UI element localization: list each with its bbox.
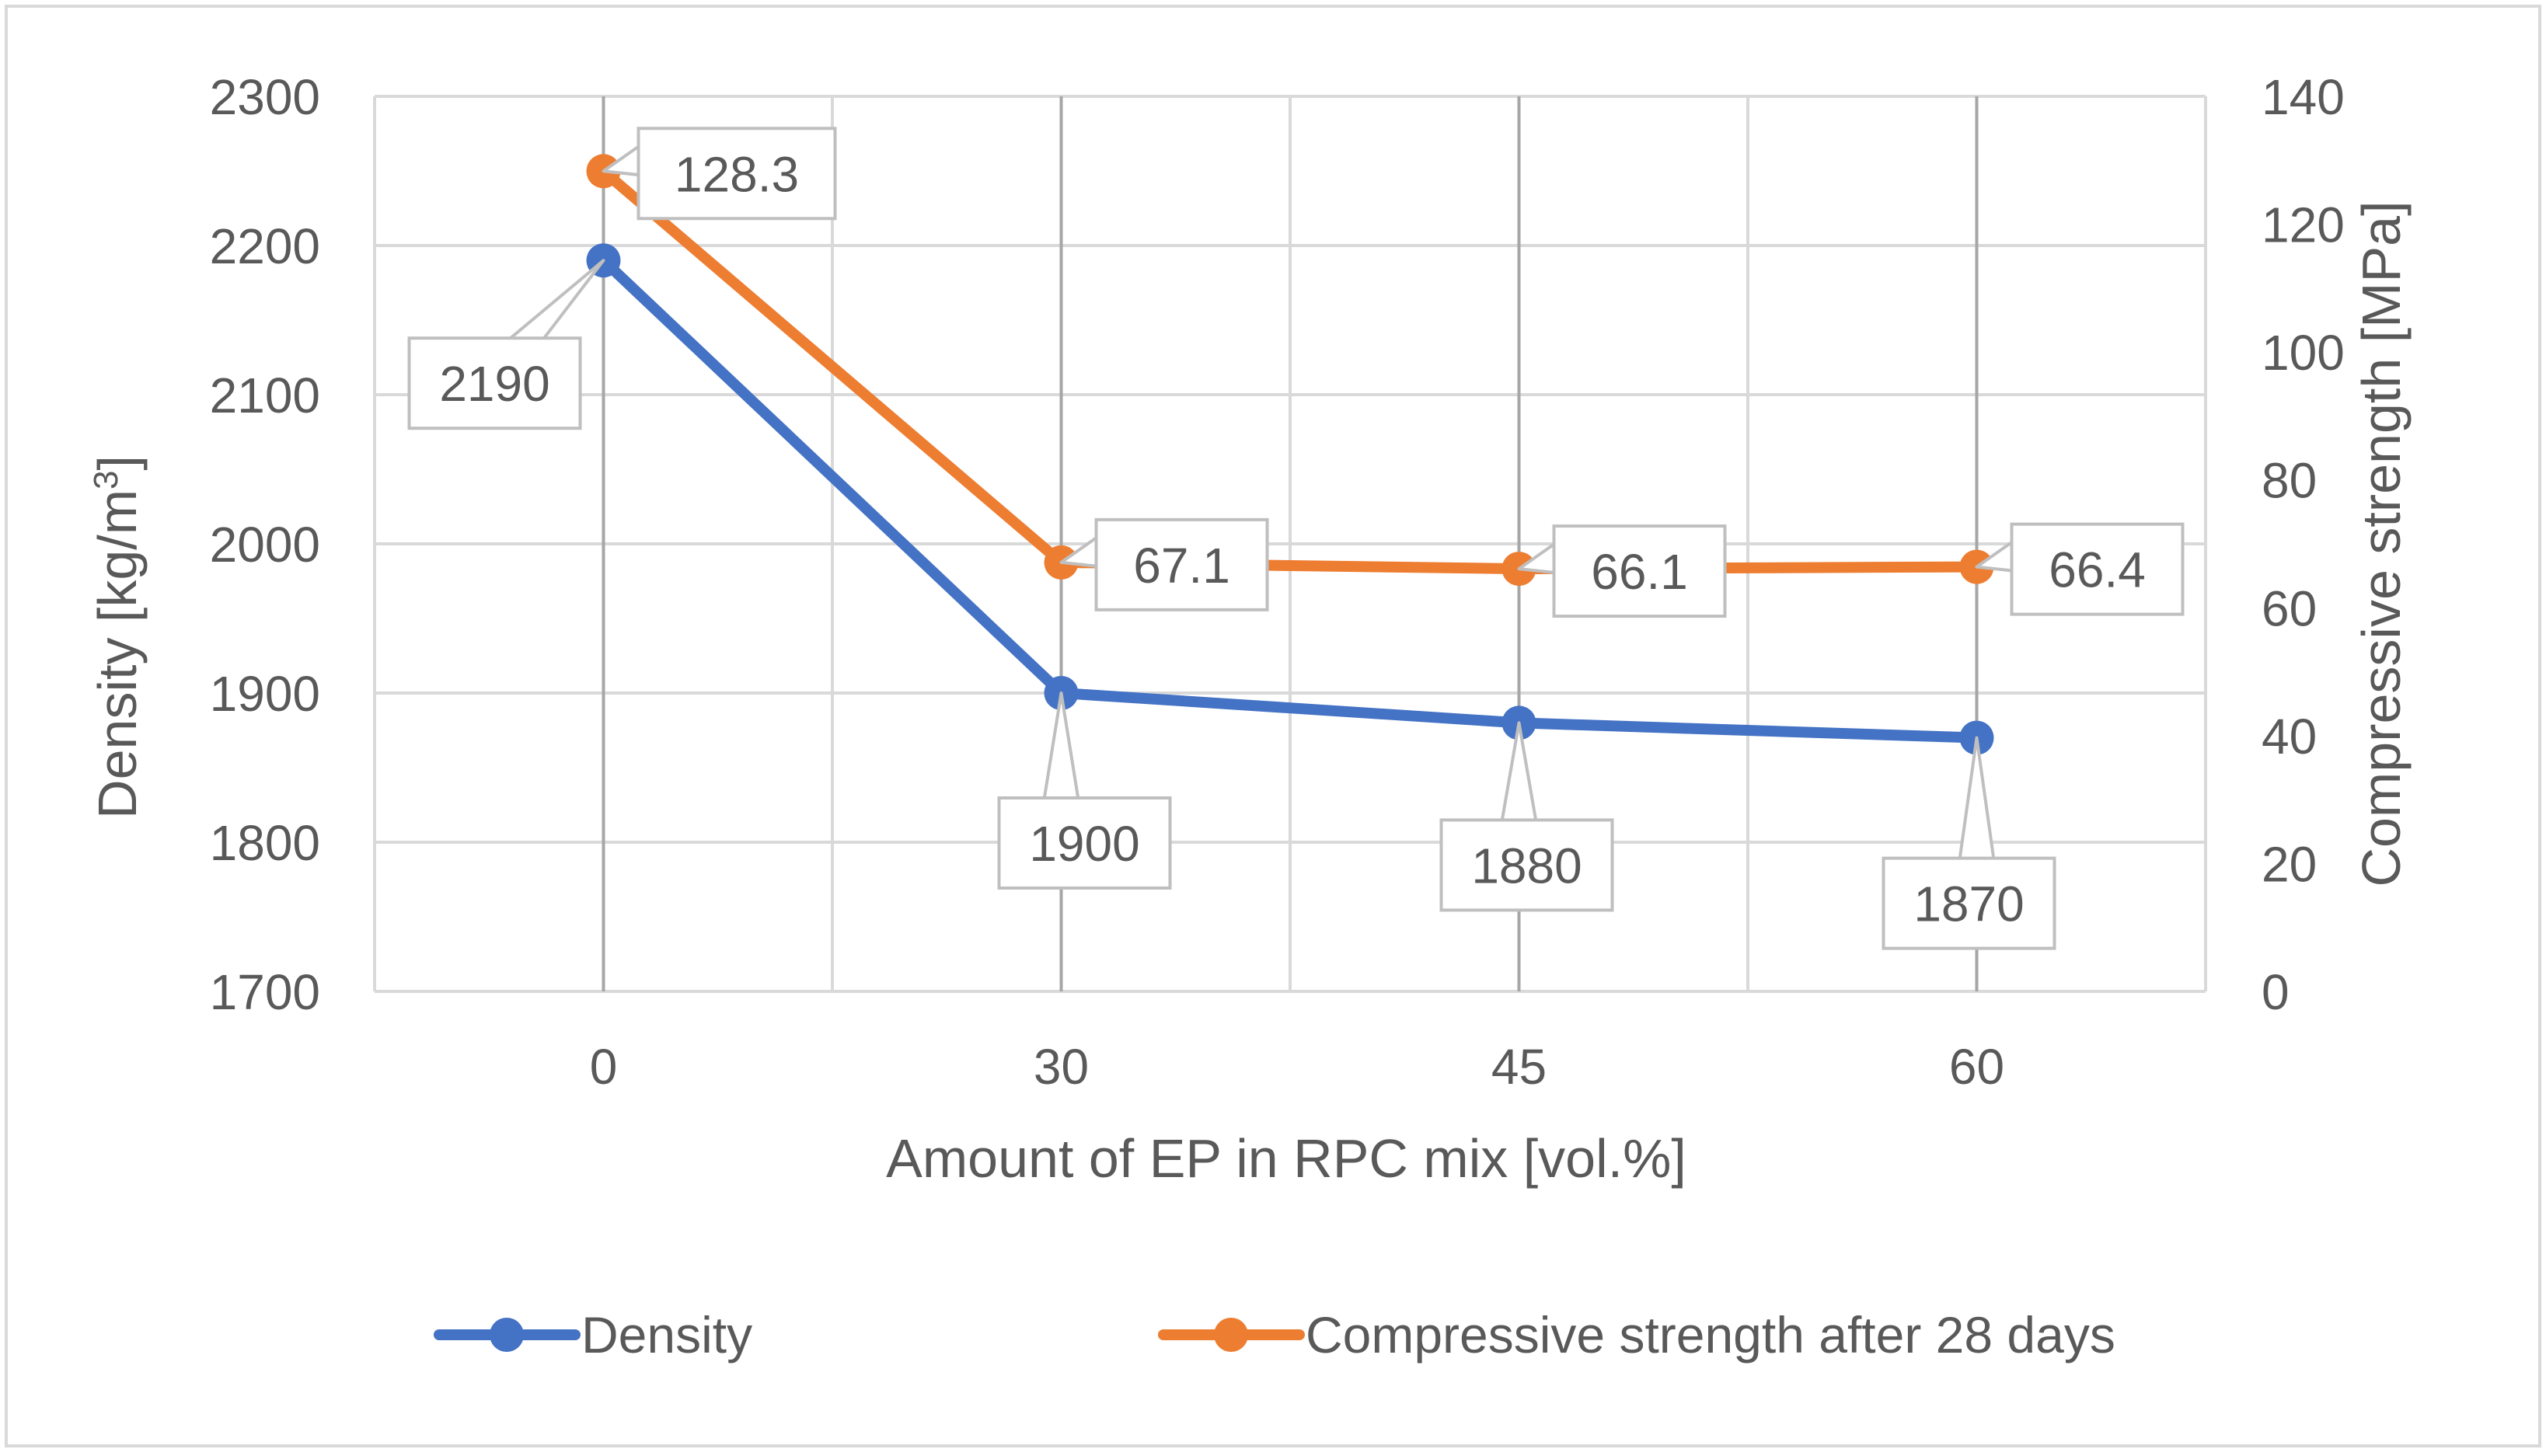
legend-marker-strength bbox=[1214, 1318, 1248, 1352]
y-axis-right-title: Compressive strength [MPa] bbox=[2351, 200, 2412, 886]
y-right-tick-label: 120 bbox=[2262, 197, 2345, 253]
chart-border bbox=[5, 5, 2541, 1447]
strength-label-30: 67.1 bbox=[1059, 517, 1269, 611]
x-tick-label: 45 bbox=[1491, 1039, 1547, 1095]
legend-item-density: Density bbox=[434, 1306, 752, 1364]
callout-box bbox=[997, 796, 1172, 890]
x-tick-label: 0 bbox=[590, 1039, 618, 1095]
callout-text: 1900 bbox=[1029, 816, 1139, 872]
y-left-tick-label: 2200 bbox=[210, 218, 320, 274]
y-right-tick-label: 40 bbox=[2262, 709, 2317, 765]
strength-line bbox=[598, 165, 1983, 575]
strength-label-45: 66.1 bbox=[1517, 524, 1727, 618]
x-tick-label: 60 bbox=[1949, 1039, 2004, 1095]
y-right-tick-label: 20 bbox=[2262, 836, 2317, 892]
density-label-30: 1900 bbox=[997, 691, 1172, 890]
callout-text: 2190 bbox=[439, 356, 549, 412]
callout-text: 128.3 bbox=[675, 146, 799, 202]
y-right-tick-label: 100 bbox=[2262, 325, 2345, 381]
callout-text: 1880 bbox=[1471, 838, 1582, 893]
y-right-tick-label: 60 bbox=[2262, 580, 2317, 636]
strength-label-60: 66.4 bbox=[1975, 522, 2185, 616]
y-right-tick-label: 140 bbox=[2262, 69, 2345, 125]
callout-text: 66.4 bbox=[2049, 542, 2146, 598]
y-right-tick-label: 0 bbox=[2262, 964, 2290, 1020]
y-axis-left-title: Density [kg/m3] bbox=[87, 455, 148, 819]
legend-item-strength: Compressive strength after 28 days bbox=[1158, 1306, 2115, 1364]
y-left-tick-label: 1800 bbox=[210, 815, 320, 871]
legend-label-strength: Compressive strength after 28 days bbox=[1306, 1306, 2115, 1364]
y-left-tick-label: 1700 bbox=[210, 964, 320, 1020]
y-left-tick-label: 2300 bbox=[210, 69, 320, 125]
callout-text: 67.1 bbox=[1133, 538, 1230, 594]
callout-text: 66.1 bbox=[1591, 544, 1688, 600]
y-left-tick-label: 1900 bbox=[210, 666, 320, 722]
density-label-0: 2190 bbox=[407, 259, 605, 430]
callout-box bbox=[1439, 818, 1614, 912]
legend-label-density: Density bbox=[581, 1306, 752, 1364]
density-label-60: 1870 bbox=[1882, 736, 2056, 950]
x-axis-title: Amount of EP in RPC mix [vol.%] bbox=[886, 1128, 1686, 1189]
callout-text: 1870 bbox=[1913, 876, 2024, 932]
density-line bbox=[598, 255, 1983, 744]
data-labels: 2190 1900 1880 1870 128.3 67.1 66.1 66.4 bbox=[407, 127, 2185, 950]
strength-label-0: 128.3 bbox=[602, 127, 837, 221]
density-label-45: 1880 bbox=[1439, 721, 1614, 912]
callout-box bbox=[1552, 524, 1727, 618]
legend: Density Compressive strength after 28 da… bbox=[434, 1306, 2115, 1364]
callout-box bbox=[2010, 522, 2185, 616]
y-left-tick-label: 2100 bbox=[210, 367, 320, 423]
y-right-tick-label: 80 bbox=[2262, 453, 2317, 509]
callout-box bbox=[1094, 517, 1269, 611]
axes: 1700 1800 1900 2000 2100 2200 2300 0 20 40 60 80 100… bbox=[210, 69, 2345, 1095]
callout-box bbox=[1882, 856, 2056, 950]
legend-marker-density bbox=[490, 1318, 524, 1352]
callout-box bbox=[636, 127, 837, 221]
callout-box bbox=[407, 336, 582, 430]
y-left-tick-label: 2000 bbox=[210, 517, 320, 573]
x-tick-label: 30 bbox=[1034, 1039, 1089, 1095]
